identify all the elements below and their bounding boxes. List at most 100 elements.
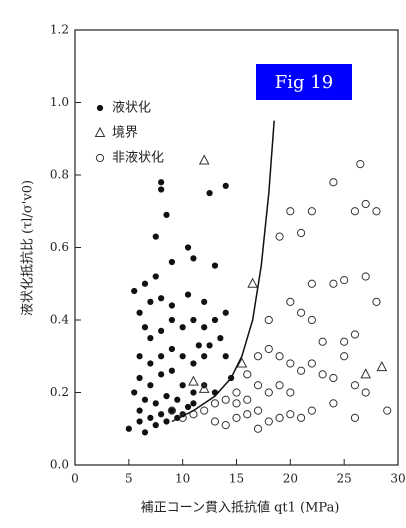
open-point [275,381,284,390]
filled-point [136,374,143,382]
triangle-marker [360,368,372,379]
filled-point [158,179,165,186]
open-point [340,352,349,361]
filled-point [136,309,143,316]
open-point [350,330,360,339]
filled-point [201,353,208,360]
filled-point [179,382,186,389]
filled-point [184,291,192,298]
open-point [372,297,381,306]
open-point [297,308,306,317]
legend-label: 非液状化 [112,151,164,166]
filled-point [168,302,175,309]
filled-point [211,316,219,324]
open-point [307,406,316,415]
open-point [361,272,370,281]
open-point [200,406,209,415]
filled-point [147,414,154,421]
triangle-marker [188,375,199,386]
filled-point [174,396,181,403]
filled-point [184,244,192,251]
filled-point [96,104,104,112]
x-tick-label: 15 [229,472,244,486]
filled-point [158,353,165,360]
open-point [243,370,252,379]
open-point [329,373,338,383]
x-tick-label: 5 [125,472,133,486]
filled-point [158,327,165,334]
filled-point [147,335,154,342]
y-tick-label: 1.0 [50,95,69,109]
open-point [286,207,295,216]
open-point [372,207,381,216]
filled-point [190,400,197,407]
y-tick-label: 1.2 [50,23,69,37]
open-point [275,413,284,422]
filled-point [179,353,186,360]
open-point [243,410,252,419]
open-point [350,207,360,216]
open-point [297,366,306,375]
y-tick-label: 0.6 [50,240,69,254]
triangle-marker [198,154,210,165]
open-point [253,424,263,433]
open-point [275,352,284,361]
open-point [167,406,176,415]
x-tick-label: 10 [175,472,190,486]
open-point [221,395,230,404]
filled-point [190,360,197,367]
filled-point [195,342,202,349]
open-point [286,297,295,306]
filled-point [141,396,149,403]
open-point [350,413,360,422]
filled-point [168,316,175,324]
x-tick-label: 0 [71,472,79,486]
filled-point [141,324,149,331]
open-point [356,160,365,169]
open-point [210,399,220,408]
open-point [286,359,295,368]
filled-point [168,407,175,414]
legend-label: 境界 [112,126,138,141]
open-point [286,410,295,419]
y-tick-label: 0.2 [50,385,69,399]
filled-point [168,345,175,353]
filled-point [179,324,186,331]
filled-point [168,258,175,266]
filled-point [152,273,159,280]
filled-point [141,280,149,287]
chart-title: Fig 19 [275,72,333,93]
filled-point [125,425,132,432]
filled-point [217,335,224,342]
open-point [275,232,284,241]
filled-point [163,211,170,218]
filled-point [136,353,143,360]
filled-point [190,255,197,262]
open-point [318,370,327,379]
open-point [361,199,370,209]
x-tick-label: 20 [283,472,298,486]
y-tick-label: 0.0 [50,458,69,472]
triangle-marker [94,126,106,137]
boundary-curve [171,120,275,423]
filled-point [131,389,138,396]
open-point [264,388,273,397]
x-axis-label: 補正コーン貫入抵抗値 qt1 (MPa) [141,500,340,516]
open-point [307,279,316,288]
filled-point [184,403,192,411]
open-point [232,388,241,397]
filled-point [211,262,219,269]
filled-point [206,190,213,197]
filled-point [147,382,154,389]
filled-point [158,186,165,193]
open-point [340,337,349,346]
open-point [361,388,370,397]
filled-point [190,316,197,324]
open-point [297,413,306,422]
filled-point [136,418,143,425]
open-point [95,153,105,163]
filled-point [168,367,175,374]
open-point [243,395,252,404]
open-point [307,315,316,325]
y-tick-label: 0.4 [50,313,69,327]
